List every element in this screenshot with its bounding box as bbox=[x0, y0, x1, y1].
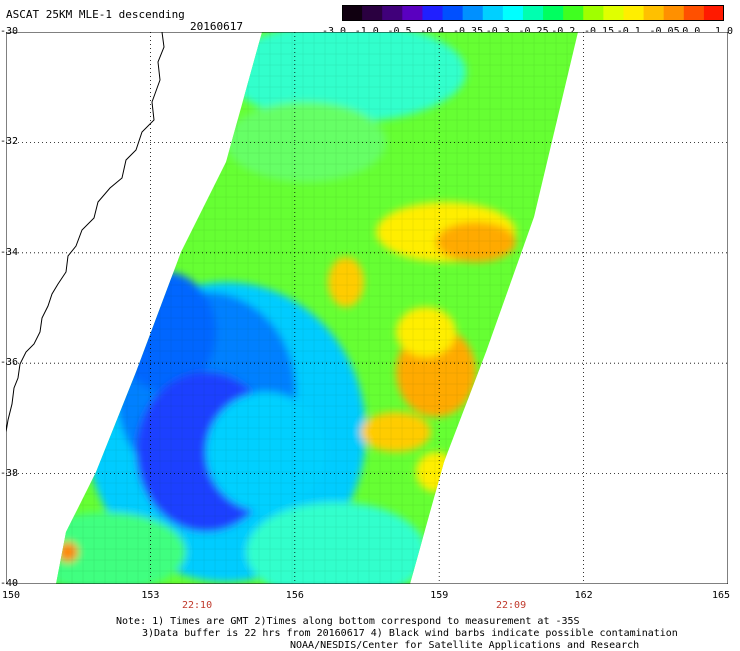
y-axis-label: -36 bbox=[0, 357, 19, 369]
colorbar-frame bbox=[342, 5, 724, 21]
colorbar-swatch bbox=[643, 5, 665, 21]
time-label-1: 22:10 bbox=[182, 600, 213, 611]
y-axis-label: -38 bbox=[0, 467, 19, 479]
colorbar-swatch bbox=[683, 5, 705, 21]
colorbar-swatch bbox=[342, 5, 363, 21]
colorbar-swatch bbox=[703, 5, 724, 21]
y-axis-label: -34 bbox=[0, 246, 19, 258]
note-line-2: 3)Data buffer is 22 hrs from 20160617 4)… bbox=[142, 628, 678, 639]
x-axis-label: 162 bbox=[574, 590, 593, 601]
colorbar-swatch bbox=[382, 5, 403, 21]
colorbar-swatch bbox=[422, 5, 444, 21]
x-axis-label: 153 bbox=[141, 590, 160, 601]
colorbar-swatch bbox=[462, 5, 484, 21]
x-axis-label: 159 bbox=[430, 590, 449, 601]
time-label-2: 22:09 bbox=[496, 600, 527, 611]
colorbar-gradient bbox=[342, 5, 724, 21]
note-line-1: Note: 1) Times are GMT 2)Times along bot… bbox=[116, 616, 580, 627]
colorbar-swatch bbox=[623, 5, 645, 21]
coastline bbox=[6, 32, 165, 433]
colorbar-swatch bbox=[522, 5, 544, 21]
colorbar-swatch bbox=[362, 5, 383, 21]
map-plot bbox=[6, 32, 728, 584]
map-date: 20160617 bbox=[190, 20, 243, 33]
colorbar-swatch bbox=[663, 5, 685, 21]
colorbar-swatch bbox=[482, 5, 504, 21]
colorbar bbox=[342, 5, 724, 21]
colorbar-swatch bbox=[563, 5, 584, 21]
colorbar-swatch bbox=[402, 5, 424, 21]
x-axis-label: 165 bbox=[712, 590, 731, 601]
colorbar-swatch bbox=[543, 5, 564, 21]
colorbar-swatch bbox=[502, 5, 524, 21]
lat-lon-grid bbox=[6, 32, 728, 584]
note-line-3: NOAA/NESDIS/Center for Satellite Applica… bbox=[290, 640, 640, 651]
colorbar-swatch bbox=[442, 5, 464, 21]
colorbar-swatch bbox=[603, 5, 625, 21]
colorbar-swatch bbox=[583, 5, 604, 21]
y-axis-label: -30 bbox=[0, 26, 19, 37]
y-axis-label: -32 bbox=[0, 136, 19, 148]
x-axis-label: 156 bbox=[285, 590, 304, 601]
y-axis-label: -40 bbox=[0, 578, 19, 589]
map-title: ASCAT 25KM MLE-1 descending bbox=[6, 8, 185, 21]
x-axis-label: 150 bbox=[2, 590, 21, 601]
